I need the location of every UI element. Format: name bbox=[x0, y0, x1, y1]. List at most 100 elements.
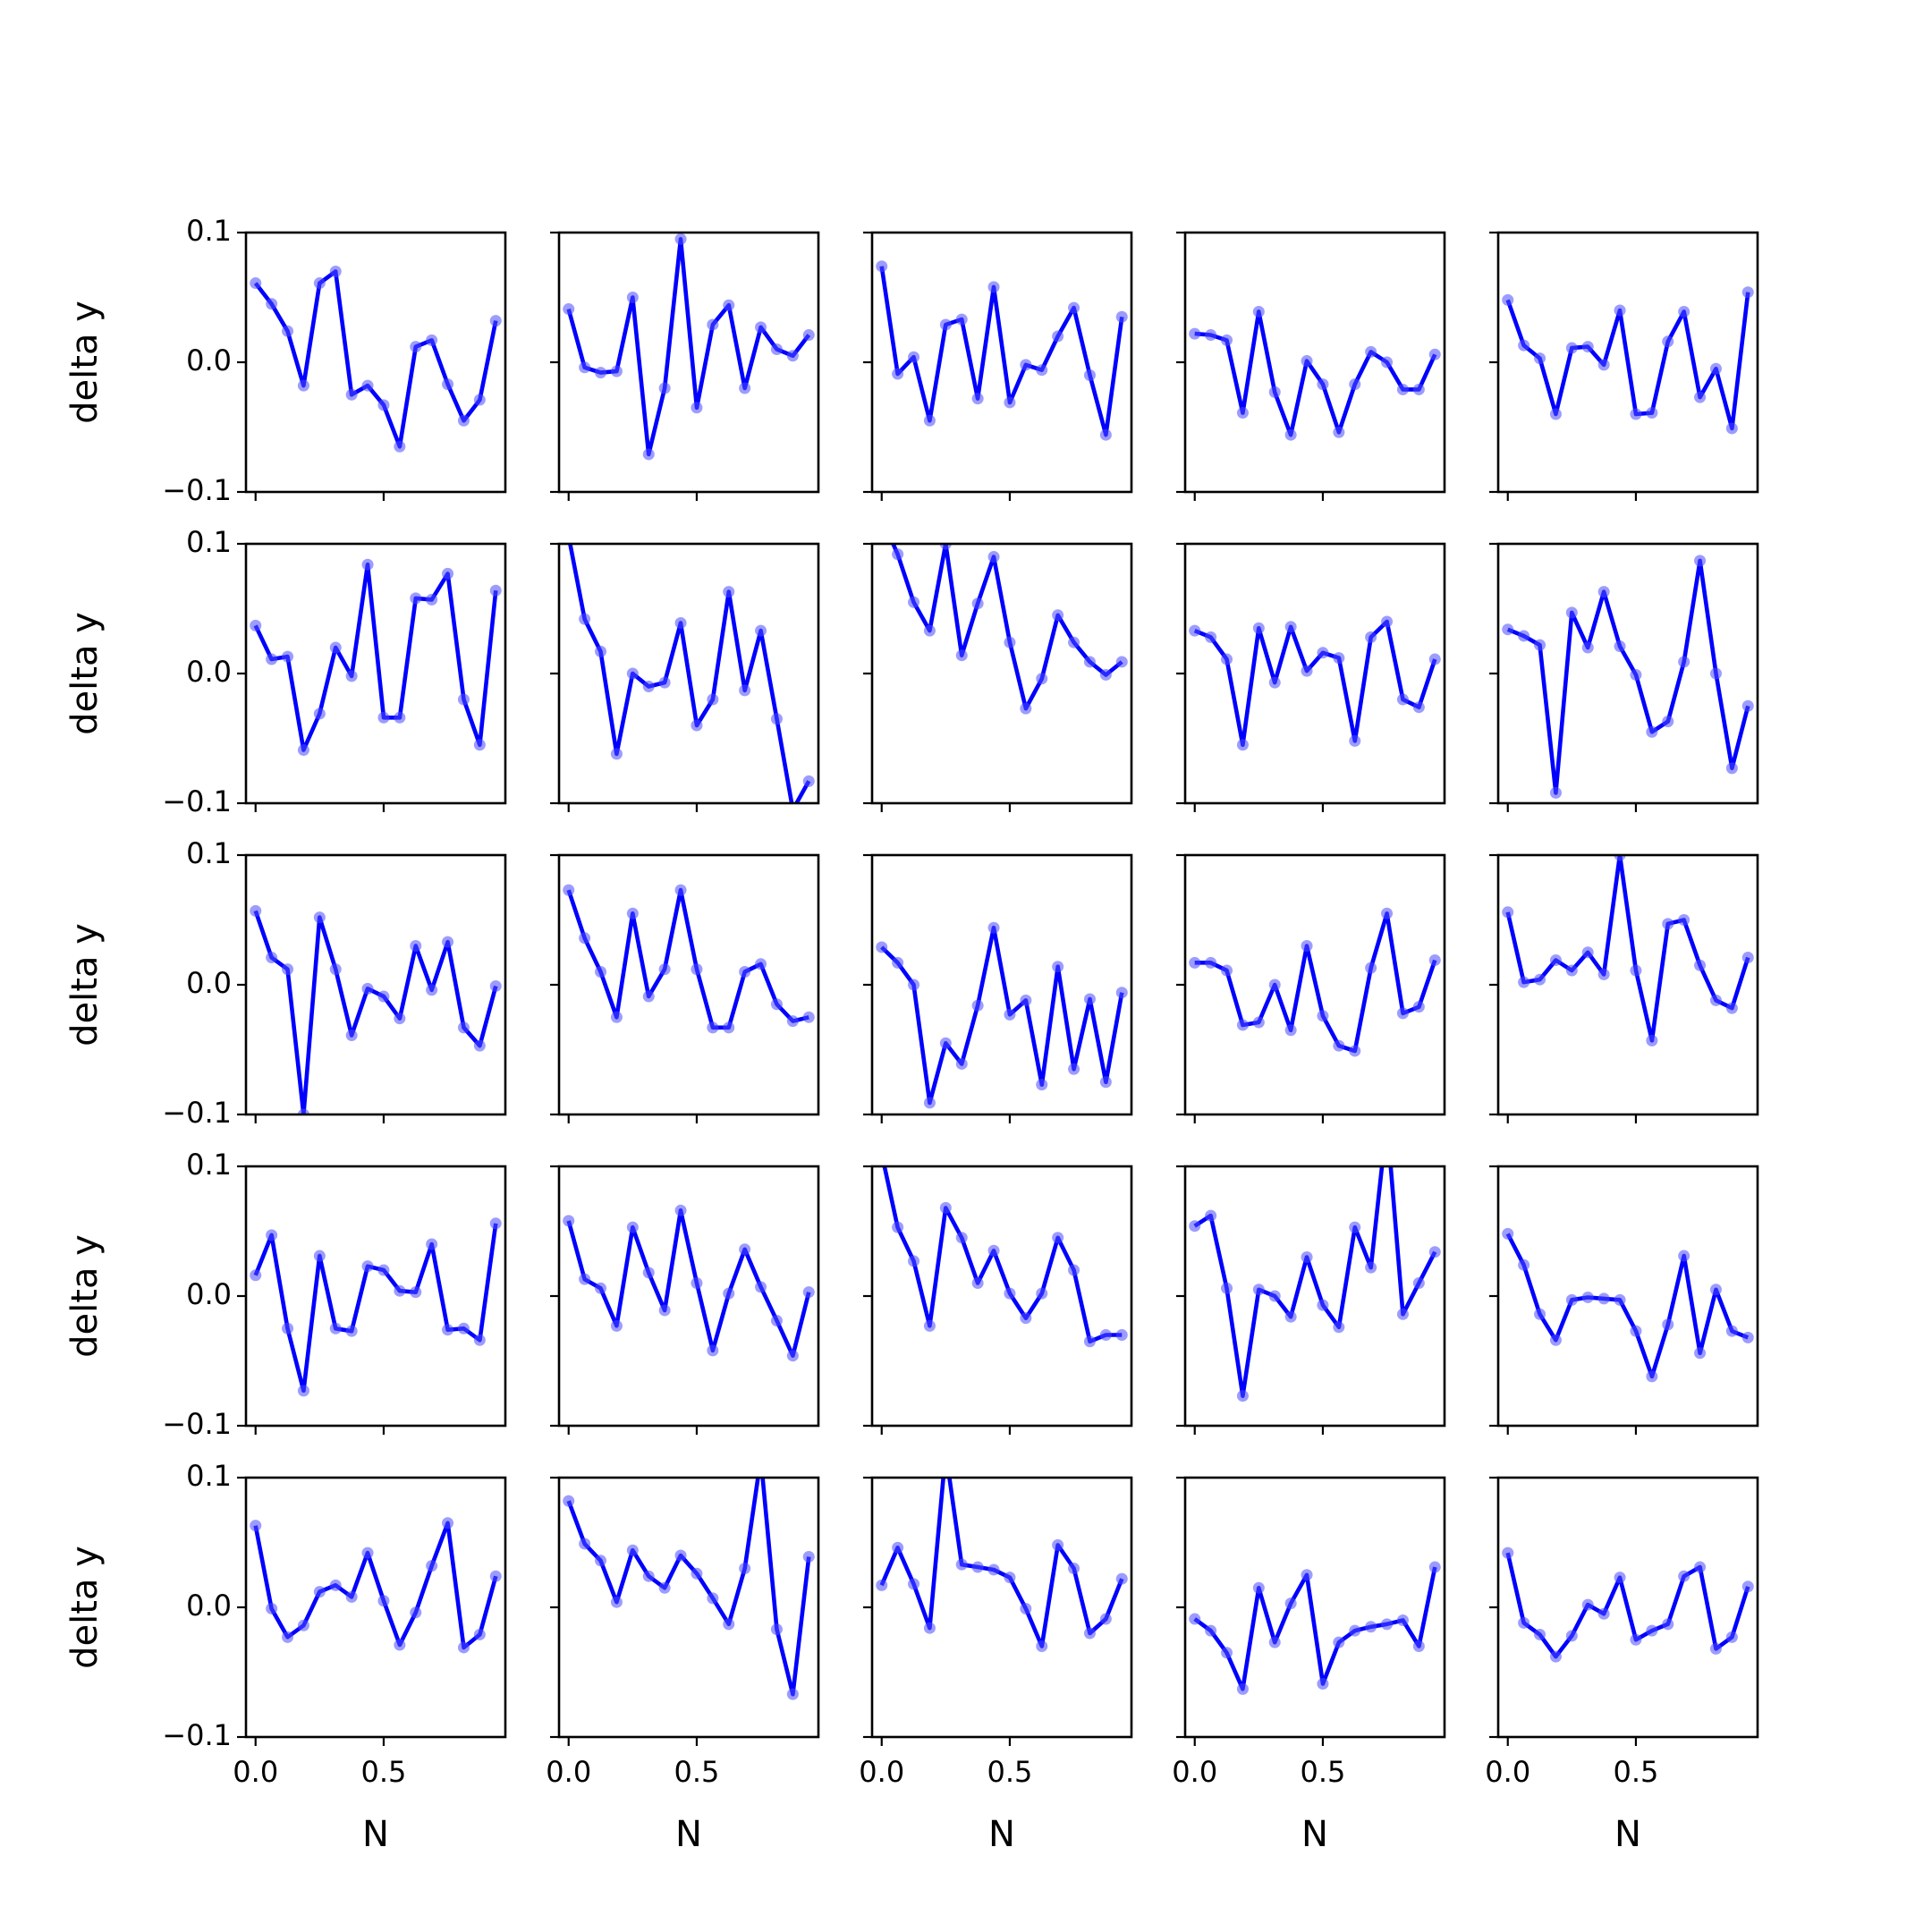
plot-area bbox=[1502, 855, 1754, 1046]
data-point bbox=[282, 1631, 294, 1643]
data-point bbox=[1052, 961, 1064, 973]
data-point bbox=[394, 1284, 406, 1297]
data-point bbox=[1036, 364, 1048, 377]
data-point bbox=[1115, 1572, 1128, 1585]
data-point bbox=[1115, 987, 1128, 999]
data-point bbox=[908, 979, 920, 991]
data-point bbox=[707, 1344, 719, 1357]
data-point bbox=[971, 999, 984, 1012]
data-point bbox=[442, 1517, 454, 1530]
data-point bbox=[642, 681, 655, 692]
data-point bbox=[1694, 391, 1707, 403]
data-point bbox=[723, 299, 735, 311]
data-point bbox=[610, 1319, 623, 1332]
data-point bbox=[1581, 341, 1594, 353]
axes-frame bbox=[1183, 231, 1446, 494]
data-point bbox=[1412, 1277, 1425, 1289]
panel-r1-c3 bbox=[863, 231, 1133, 501]
x-tick-label: 0.0 bbox=[233, 1755, 278, 1789]
data-point bbox=[329, 1322, 342, 1335]
data-point bbox=[1365, 631, 1377, 643]
series-line bbox=[1506, 558, 1750, 795]
data-point bbox=[1549, 953, 1562, 966]
plot-area bbox=[250, 1517, 502, 1654]
data-point bbox=[1205, 329, 1217, 342]
data-point bbox=[1694, 959, 1707, 971]
data-point bbox=[674, 884, 687, 896]
data-point bbox=[770, 343, 783, 355]
data-point bbox=[1004, 636, 1016, 648]
axes-frame bbox=[244, 542, 507, 805]
series-line bbox=[879, 266, 1124, 437]
data-point bbox=[770, 1623, 783, 1636]
axes-frame bbox=[244, 1476, 507, 1739]
data-point bbox=[1020, 359, 1032, 371]
data-point bbox=[1534, 352, 1546, 365]
data-point bbox=[626, 292, 639, 303]
data-point bbox=[1284, 621, 1297, 633]
data-point bbox=[1694, 1347, 1707, 1360]
data-point bbox=[1428, 1246, 1441, 1258]
data-point bbox=[1036, 1079, 1048, 1091]
data-point bbox=[1333, 1636, 1345, 1648]
axes-frame bbox=[870, 1476, 1133, 1739]
data-point bbox=[1068, 1063, 1080, 1075]
data-point bbox=[642, 990, 655, 1003]
data-point bbox=[329, 641, 342, 654]
data-point bbox=[1662, 918, 1674, 930]
axes-frame bbox=[870, 542, 1133, 805]
panel-r4-c4 bbox=[1176, 1165, 1446, 1435]
data-point bbox=[658, 1304, 671, 1317]
data-point bbox=[1333, 1321, 1345, 1334]
data-point bbox=[755, 321, 767, 334]
data-point bbox=[876, 513, 887, 524]
data-point bbox=[1396, 1007, 1409, 1020]
data-point bbox=[955, 1232, 968, 1244]
data-point bbox=[394, 440, 406, 453]
data-point bbox=[739, 966, 751, 978]
data-point bbox=[361, 558, 374, 571]
data-point bbox=[595, 966, 607, 978]
data-point bbox=[329, 963, 342, 976]
data-point bbox=[802, 775, 815, 787]
panel-r2-c2 bbox=[550, 542, 820, 816]
data-point bbox=[1052, 330, 1064, 343]
series-line bbox=[253, 910, 498, 1114]
x-axis-title: N bbox=[675, 1814, 702, 1855]
data-point bbox=[595, 367, 607, 379]
data-point bbox=[1630, 1633, 1642, 1646]
data-point bbox=[1741, 1331, 1754, 1343]
series-line bbox=[1505, 1233, 1750, 1379]
plot-area bbox=[250, 266, 502, 453]
data-point bbox=[1396, 383, 1409, 395]
data-point bbox=[691, 1567, 703, 1580]
series-line bbox=[566, 1478, 811, 1697]
data-point bbox=[489, 1217, 502, 1230]
data-point bbox=[473, 1334, 486, 1346]
data-point bbox=[579, 361, 591, 374]
plot-area bbox=[1189, 305, 1441, 441]
data-point bbox=[787, 804, 799, 816]
data-point bbox=[579, 1273, 591, 1285]
data-point bbox=[802, 1011, 815, 1023]
data-point bbox=[489, 315, 502, 327]
data-point bbox=[457, 1322, 470, 1335]
data-point bbox=[1252, 1016, 1265, 1029]
panel-r1-c5 bbox=[1489, 231, 1759, 501]
data-point bbox=[377, 711, 390, 724]
data-point bbox=[1036, 1640, 1048, 1652]
axes-frame bbox=[870, 1165, 1133, 1428]
data-point bbox=[595, 645, 607, 657]
axes-frame bbox=[244, 853, 507, 1116]
data-point bbox=[297, 379, 309, 392]
data-point bbox=[1189, 956, 1201, 969]
data-point bbox=[250, 277, 262, 290]
data-point bbox=[1004, 1287, 1016, 1300]
panel-r2-c4 bbox=[1176, 542, 1446, 812]
data-point bbox=[1646, 1034, 1658, 1046]
plot-area bbox=[1502, 555, 1754, 799]
data-point bbox=[313, 1250, 326, 1262]
data-point bbox=[971, 1561, 984, 1573]
data-point bbox=[1365, 1261, 1377, 1274]
data-point bbox=[1518, 1616, 1530, 1629]
